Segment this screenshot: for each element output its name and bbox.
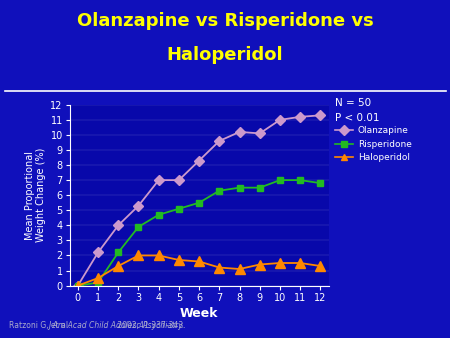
Text: Haloperidol: Haloperidol: [166, 46, 284, 64]
Text: Ratzoni G, et al.: Ratzoni G, et al.: [9, 320, 73, 330]
X-axis label: Week: Week: [180, 307, 218, 320]
Text: P < 0.01: P < 0.01: [335, 113, 380, 123]
Legend: Olanzapine, Risperidone, Haloperidol: Olanzapine, Risperidone, Haloperidol: [335, 126, 412, 162]
Text: 2002;41:337-343.: 2002;41:337-343.: [115, 320, 185, 330]
Text: N = 50: N = 50: [335, 98, 371, 108]
Text: Olanzapine vs Risperidone vs: Olanzapine vs Risperidone vs: [76, 12, 373, 30]
Text: J Am Acad Child Adolesc Psychiatry.: J Am Acad Child Adolesc Psychiatry.: [48, 320, 184, 330]
Y-axis label: Mean Proportional
Weight Change (%): Mean Proportional Weight Change (%): [25, 148, 46, 242]
